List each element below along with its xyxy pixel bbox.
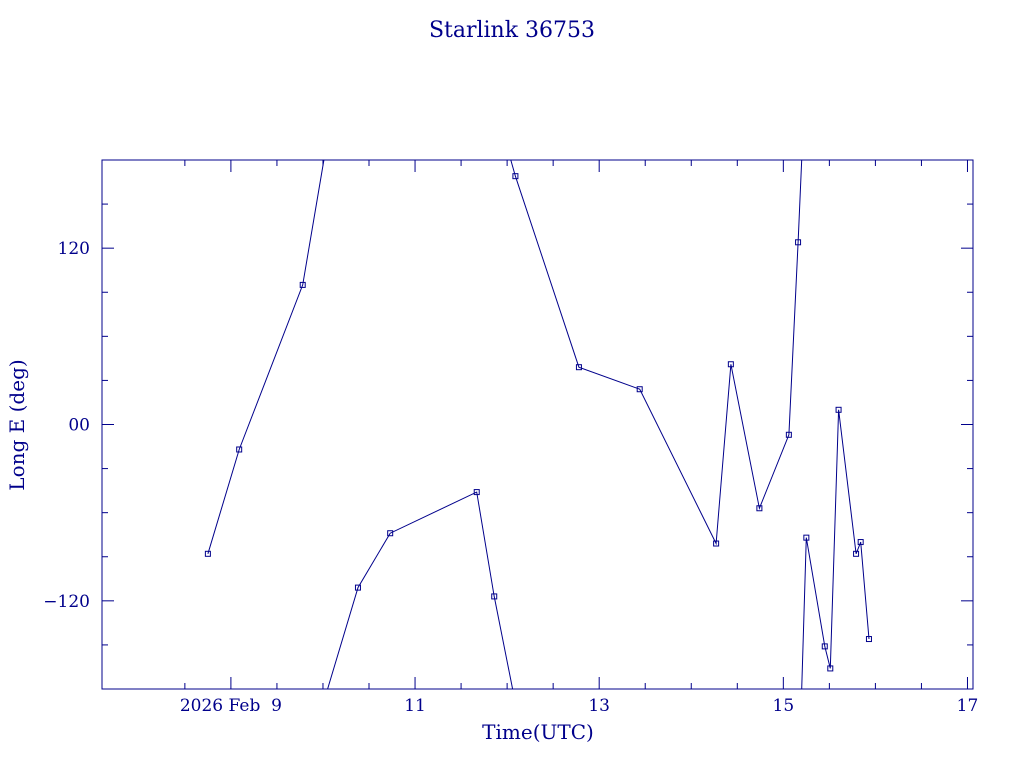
chart-title: Starlink 36753 xyxy=(429,18,595,43)
data-point-marker xyxy=(857,539,864,546)
x-tick-label: 11 xyxy=(404,696,426,716)
y-axis-label: Long E (deg) xyxy=(5,359,29,490)
data-point-marker xyxy=(713,540,720,547)
data-point-marker xyxy=(387,530,394,537)
data-point-marker xyxy=(473,489,480,496)
data-point-marker xyxy=(636,386,643,393)
data-point-marker xyxy=(512,173,519,180)
y-tick-label: 120 xyxy=(58,239,90,259)
x-tick-label: 13 xyxy=(588,696,610,716)
data-point-marker xyxy=(803,534,810,541)
x-axis-label: Time(UTC) xyxy=(482,720,594,744)
data-point-marker xyxy=(575,364,582,371)
x-tick-label: 17 xyxy=(957,696,979,716)
data-point-marker xyxy=(354,584,361,591)
series-line-segment-1 xyxy=(207,159,325,554)
x-tick-label: 15 xyxy=(773,696,795,716)
data-point-marker xyxy=(795,239,802,246)
data-point-marker xyxy=(785,431,792,438)
data-point-marker xyxy=(865,636,872,643)
data-point-marker xyxy=(299,281,306,288)
axis-ticks xyxy=(102,160,973,689)
y-tick-label: 00 xyxy=(68,416,90,436)
data-point-marker xyxy=(236,446,243,453)
tick-labels: 2026 Feb 9 11 13 15 17 120 00 −120 xyxy=(43,239,978,716)
plot-frame xyxy=(101,159,974,690)
data-point-marker xyxy=(835,406,842,413)
series-line-segment-4 xyxy=(801,409,870,690)
data-point-marker xyxy=(853,550,860,557)
series-track xyxy=(204,159,872,690)
data-point-marker xyxy=(756,505,763,512)
data-point-marker xyxy=(204,550,211,557)
data-point-marker xyxy=(491,593,498,600)
data-point-marker xyxy=(727,361,734,368)
data-point-marker xyxy=(821,643,828,650)
data-point-marker xyxy=(827,665,834,672)
y-tick-label: −120 xyxy=(43,592,90,612)
series-line-segment-2 xyxy=(327,491,514,690)
x-tick-label: 2026 Feb 9 xyxy=(180,696,282,716)
series-line-segment-3 xyxy=(510,159,803,546)
